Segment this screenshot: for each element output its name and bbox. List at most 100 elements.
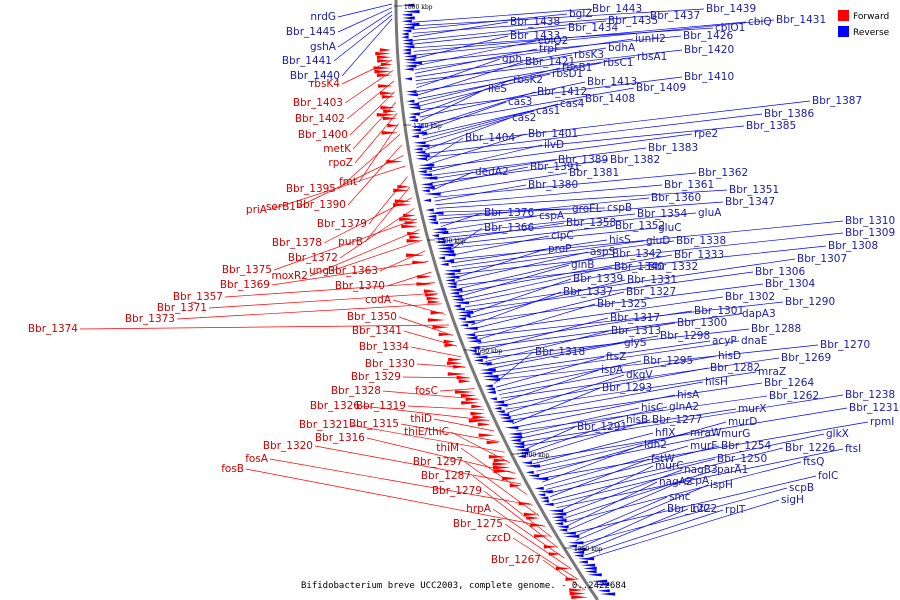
reverse-connector [451, 240, 645, 268]
scale-mark-label: 1700 kbp [437, 238, 466, 245]
reverse-connector [463, 266, 647, 304]
forward-gene-label: ung [309, 265, 329, 277]
reverse-gene-label: Bbr_1401 [528, 128, 578, 140]
forward-gene-label: Bbr_1357 [173, 291, 223, 303]
reverse-connector [457, 245, 827, 286]
forward-gene-glyph [383, 109, 397, 113]
scale-mark-label: 1600 kbp [521, 452, 550, 459]
forward-gene-glyph [380, 91, 395, 95]
forward-gene-glyph [392, 203, 412, 207]
forward-gene-glyph [394, 199, 412, 203]
forward-gene-label: Bbr_1330 [365, 358, 415, 370]
forward-gene-label: czcD [486, 532, 511, 544]
reverse-gene-glyph [517, 454, 526, 458]
reverse-connector [425, 113, 763, 154]
forward-gene-glyph [534, 534, 550, 538]
forward-connector [439, 388, 475, 392]
reverse-gene-label: gph [502, 53, 522, 65]
reverse-gene-label: Bbr_1290 [785, 296, 835, 308]
reverse-gene-glyph [401, 13, 413, 17]
reverse-connector [517, 407, 640, 436]
reverse-connector [505, 371, 757, 410]
reverse-connector [528, 419, 651, 457]
forward-gene-glyph [417, 275, 433, 279]
forward-connector [268, 165, 406, 211]
reverse-gene-label: Bbr_1380 [528, 179, 578, 191]
reverse-gene-label: hisH [705, 376, 728, 388]
reverse-gene-label: hflX [655, 427, 675, 439]
reverse-gene-label: gshA [310, 41, 337, 53]
reverse-gene-glyph [413, 147, 423, 151]
reverse-gene-glyph [453, 301, 469, 305]
forward-gene-label: rbsK4 [310, 78, 340, 90]
reverse-connector [412, 20, 607, 41]
reverse-gene-label: Bbr_1340 [614, 261, 664, 273]
genome-axis: 1800 kbp 1750 kbp 1700 kbp 1650 kbp 1600 kbp… [394, 0, 603, 600]
forward-connector [271, 261, 429, 286]
reverse-connector [577, 487, 788, 545]
reverse-gene-glyph [403, 54, 417, 58]
reverse-gene-label: acyP [712, 335, 737, 347]
forward-gene-label: Bbr_1371 [157, 302, 207, 314]
reverse-connector [532, 432, 654, 465]
reverse-gene-label: folC [818, 470, 838, 482]
reverse-gene-glyph [407, 102, 420, 106]
forward-connector [176, 303, 442, 320]
reverse-gene-glyph [410, 128, 421, 132]
reverse-gene-label: ftsI [845, 443, 861, 455]
reverse-gene-label: Bbr_1360 [651, 192, 701, 204]
forward-gene-label: hrpA [466, 503, 492, 515]
reverse-connector [420, 88, 487, 122]
reverse-gene-glyph [510, 438, 521, 442]
reverse-gene-label: Bbr_1410 [684, 71, 734, 83]
reverse-gene-glyph [557, 525, 569, 529]
reverse-gene-glyph [516, 451, 529, 455]
forward-gene-label: Bbr_1297 [413, 456, 463, 468]
reverse-gene-glyph [473, 355, 488, 359]
reverse-connector [497, 360, 642, 392]
reverse-gene-glyph [509, 435, 523, 439]
reverse-gene-glyph [433, 237, 445, 241]
forward-connector [407, 405, 485, 411]
reverse-connector [337, 7, 393, 33]
forward-gene-glyph [571, 595, 589, 599]
reverse-connector [413, 27, 567, 45]
reverse-gene-label: Bbr_1325 [597, 298, 647, 310]
forward-gene-label: metK [323, 143, 352, 155]
reverse-gene-glyph [450, 294, 463, 298]
reverse-connector [448, 235, 550, 257]
forward-gene-glyph [387, 123, 399, 128]
reverse-gene-label: Bbr_1439 [706, 3, 756, 15]
forward-connector [361, 405, 490, 421]
reverse-gene-glyph [587, 573, 602, 577]
genome-caption: Bifidobacterium breve UCC2003, complete … [301, 581, 626, 591]
forward-connector [382, 390, 480, 400]
reverse-gene-label: Bbr_1438 [510, 16, 560, 28]
reverse-gene-glyph [543, 502, 554, 506]
reverse-gene-glyph [427, 214, 437, 218]
forward-gene-glyph [409, 235, 422, 239]
reverse-connector [421, 91, 536, 129]
forward-connector [309, 229, 420, 277]
reverse-connector [414, 48, 538, 74]
reverse-gene-glyph [409, 118, 419, 122]
forward-connector [337, 133, 401, 190]
reverse-gene-glyph [402, 48, 411, 52]
reverse-gene-glyph [401, 29, 412, 33]
reverse-gene-label: cspA [539, 210, 565, 222]
forward-gene-label: Bbr_1378 [272, 237, 322, 249]
forward-gene-label: Bbr_1326 [310, 400, 360, 412]
forward-gene-label: thiD [410, 413, 432, 425]
reverse-connector [492, 344, 819, 381]
reverse-gene-glyph [484, 384, 493, 388]
reverse-connector [414, 35, 682, 63]
forward-gene-label: Bbr_1350 [347, 311, 397, 323]
reverse-connector [412, 13, 568, 30]
forward-gene-label: Bbr_1287 [421, 470, 471, 482]
reverse-gene-glyph [453, 304, 461, 308]
reverse-gene-glyph [439, 253, 456, 257]
reverse-connector [469, 283, 764, 322]
reverse-gene-glyph [462, 326, 478, 330]
forward-gene-label: Bbr_1372 [288, 252, 338, 264]
reverse-gene-label: Bbr_1313 [611, 325, 661, 337]
